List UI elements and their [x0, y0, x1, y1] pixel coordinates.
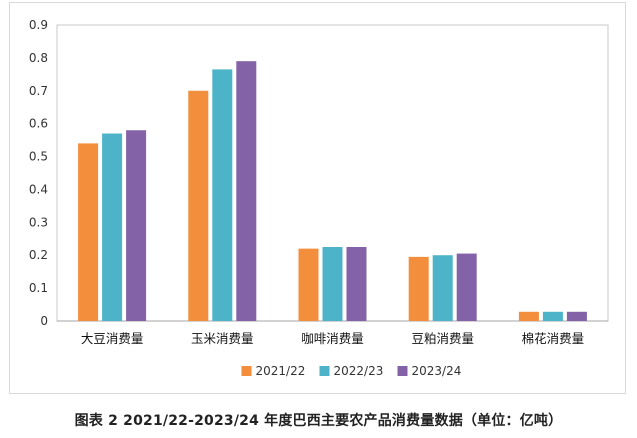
figure-caption: 图表 2 2021/22-2023/24 年度巴西主要农产品消费量数据（单位：亿…: [74, 413, 563, 429]
chart-bars: [78, 61, 587, 322]
chart-axes: 0 0.1 0.2 0.3 0.4 0.5 0.6 0.7 0.8 0.9 大豆消费量 玉米消费量 咖啡…: [29, 18, 609, 346]
bar-2023-24: [126, 130, 147, 321]
legend-label: 2023/24: [412, 364, 462, 378]
y-tick-label: 0.7: [29, 84, 48, 98]
bar-2022-23: [542, 311, 563, 321]
bar-2021-22: [188, 90, 209, 322]
y-tick-label: 0: [40, 314, 48, 328]
x-category-label: 大豆消费量: [81, 331, 144, 346]
bar-2023-24: [566, 311, 587, 321]
bar-2021-22: [518, 311, 539, 321]
legend-swatch: [397, 366, 408, 376]
legend-swatch: [241, 366, 252, 376]
bar-chart: 0 0.1 0.2 0.3 0.4 0.5 0.6 0.7 0.8 0.9 大豆消费量 玉米消费量 咖啡…: [29, 18, 609, 378]
y-tick-label: 0.1: [29, 281, 48, 295]
bar-2022-23: [432, 255, 453, 321]
bar-2022-23: [102, 133, 123, 321]
y-tick-label: 0.6: [29, 117, 48, 131]
x-category-label: 玉米消费量: [191, 331, 254, 346]
legend-swatch: [319, 366, 330, 376]
chart-frame: 0 0.1 0.2 0.3 0.4 0.5 0.6 0.7 0.8 0.9 大豆消费量 玉米消费量 咖啡…: [9, 2, 626, 394]
bar-2023-24: [346, 247, 367, 321]
y-tick-label: 0.3: [29, 215, 48, 229]
bar-2022-23: [212, 69, 233, 322]
legend-label: 2021/22: [256, 364, 306, 378]
bar-2021-22: [78, 143, 99, 321]
y-tick-label: 0.5: [29, 150, 48, 164]
x-category-label: 棉花消费量: [522, 331, 585, 346]
x-category-label: 咖啡消费量: [301, 331, 364, 346]
y-tick-label: 0.9: [29, 18, 48, 32]
bar-2021-22: [298, 248, 319, 321]
bar-2022-23: [322, 247, 343, 321]
y-tick-label: 0.2: [29, 248, 48, 262]
y-tick-label: 0.4: [29, 182, 48, 196]
x-category-label: 豆粕消费量: [411, 331, 474, 346]
bar-2021-22: [408, 256, 429, 321]
bar-2023-24: [456, 253, 477, 321]
legend-label: 2022/23: [334, 364, 384, 378]
y-tick-label: 0.8: [29, 51, 48, 65]
chart-legend: 2021/22 2022/23 2023/24: [241, 364, 462, 378]
bar-2023-24: [236, 61, 257, 322]
